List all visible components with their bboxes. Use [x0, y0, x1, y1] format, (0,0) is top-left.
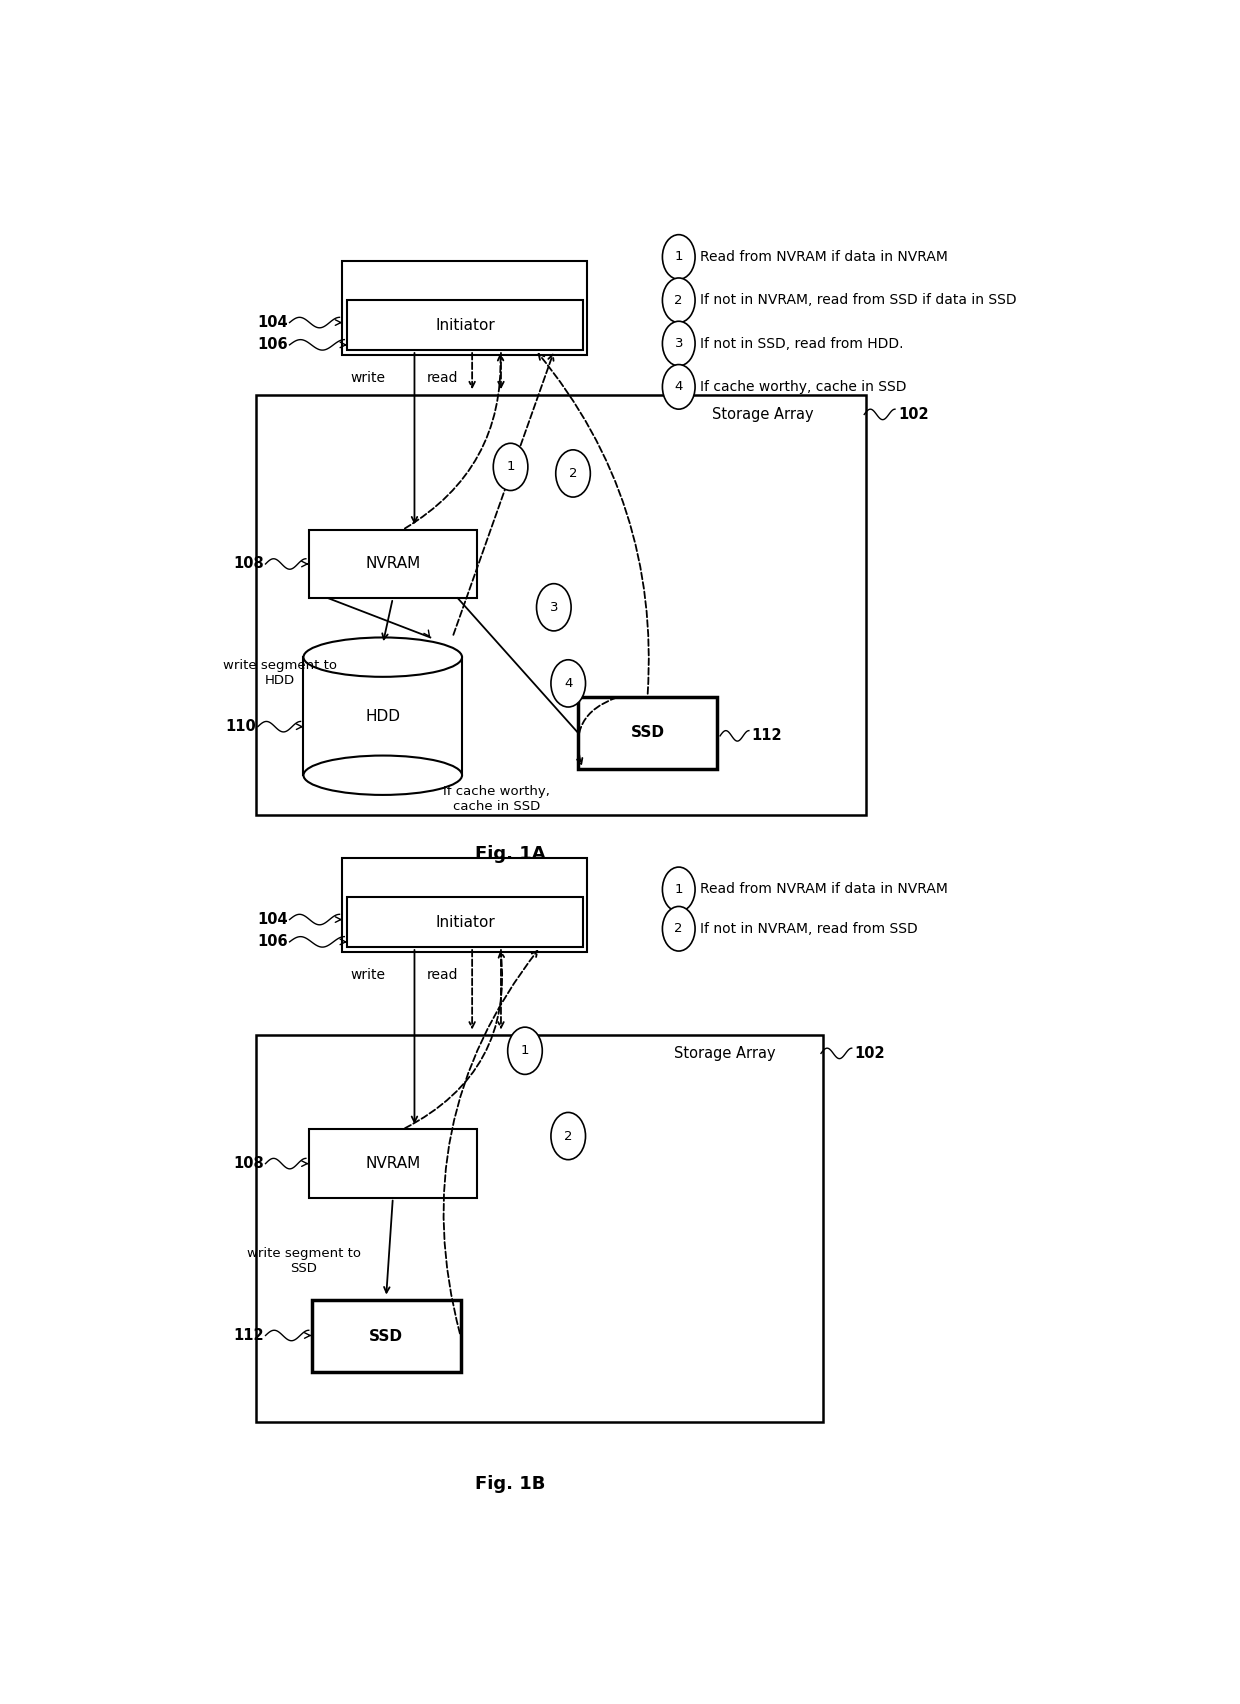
Text: HDD: HDD: [366, 709, 401, 724]
Circle shape: [662, 867, 696, 912]
Text: 108: 108: [233, 1155, 264, 1171]
Text: Storage Array: Storage Array: [675, 1046, 775, 1062]
Text: Read from NVRAM if data in NVRAM: Read from NVRAM if data in NVRAM: [699, 250, 947, 264]
Circle shape: [662, 278, 696, 322]
Text: 2: 2: [569, 467, 578, 481]
Text: 3: 3: [549, 602, 558, 613]
Bar: [309, 1130, 477, 1198]
Text: 1: 1: [675, 883, 683, 896]
Circle shape: [662, 322, 696, 366]
Bar: [255, 395, 866, 815]
Circle shape: [662, 235, 696, 279]
Text: 2: 2: [675, 293, 683, 307]
Bar: [342, 857, 588, 953]
Bar: [347, 300, 583, 349]
Text: 104: 104: [257, 912, 288, 927]
Circle shape: [537, 584, 572, 630]
Text: 110: 110: [226, 719, 255, 734]
Text: 1: 1: [675, 250, 683, 264]
Text: SSD: SSD: [370, 1329, 403, 1344]
Text: Host: Host: [448, 300, 482, 315]
Circle shape: [507, 1028, 542, 1075]
Text: NVRAM: NVRAM: [366, 557, 420, 571]
Text: 112: 112: [233, 1327, 264, 1343]
Text: If cache worthy, cache in SSD: If cache worthy, cache in SSD: [699, 380, 906, 394]
Bar: [311, 1300, 460, 1372]
Text: Fig. 1B: Fig. 1B: [475, 1474, 546, 1493]
Text: 104: 104: [257, 315, 288, 331]
Text: Read from NVRAM if data in NVRAM: Read from NVRAM if data in NVRAM: [699, 883, 947, 896]
Text: Fig. 1A: Fig. 1A: [475, 845, 546, 862]
Text: 108: 108: [233, 557, 264, 571]
Text: write: write: [351, 968, 386, 982]
Text: Host: Host: [448, 898, 482, 913]
Bar: [342, 261, 588, 356]
Circle shape: [662, 365, 696, 409]
Text: 106: 106: [257, 934, 288, 949]
Text: Initiator: Initiator: [435, 317, 495, 332]
Text: 4: 4: [564, 676, 573, 690]
Text: read: read: [427, 371, 458, 385]
Bar: [304, 658, 463, 775]
Text: read: read: [427, 968, 458, 982]
Text: NVRAM: NVRAM: [366, 1155, 420, 1171]
Text: write: write: [351, 371, 386, 385]
Text: write segment to
HDD: write segment to HDD: [223, 659, 337, 687]
Text: 112: 112: [751, 728, 781, 743]
Bar: [255, 1034, 823, 1423]
Text: Initiator: Initiator: [435, 915, 495, 930]
Text: 3: 3: [675, 337, 683, 349]
Circle shape: [551, 1113, 585, 1160]
Text: 102: 102: [898, 407, 929, 423]
Text: If not in NVRAM, read from SSD if data in SSD: If not in NVRAM, read from SSD if data i…: [699, 293, 1017, 307]
Text: 4: 4: [675, 380, 683, 394]
Text: 1: 1: [521, 1045, 529, 1056]
Circle shape: [551, 659, 585, 707]
Text: write segment to
SSD: write segment to SSD: [247, 1247, 361, 1275]
Text: SSD: SSD: [630, 726, 665, 740]
Ellipse shape: [304, 755, 463, 796]
Circle shape: [556, 450, 590, 498]
Text: 2: 2: [675, 922, 683, 935]
Text: If not in NVRAM, read from SSD: If not in NVRAM, read from SSD: [699, 922, 918, 935]
Text: 1: 1: [506, 460, 515, 474]
Text: 102: 102: [854, 1046, 885, 1062]
Text: If not in SSD, read from HDD.: If not in SSD, read from HDD.: [699, 337, 904, 351]
Bar: [309, 530, 477, 598]
Bar: [347, 898, 583, 947]
Text: 106: 106: [257, 337, 288, 353]
Circle shape: [662, 907, 696, 951]
Text: If cache worthy,
cache in SSD: If cache worthy, cache in SSD: [443, 786, 549, 813]
Ellipse shape: [304, 637, 463, 676]
Text: Storage Array: Storage Array: [712, 407, 813, 423]
Text: 2: 2: [564, 1130, 573, 1143]
Bar: [578, 697, 717, 769]
Circle shape: [494, 443, 528, 491]
